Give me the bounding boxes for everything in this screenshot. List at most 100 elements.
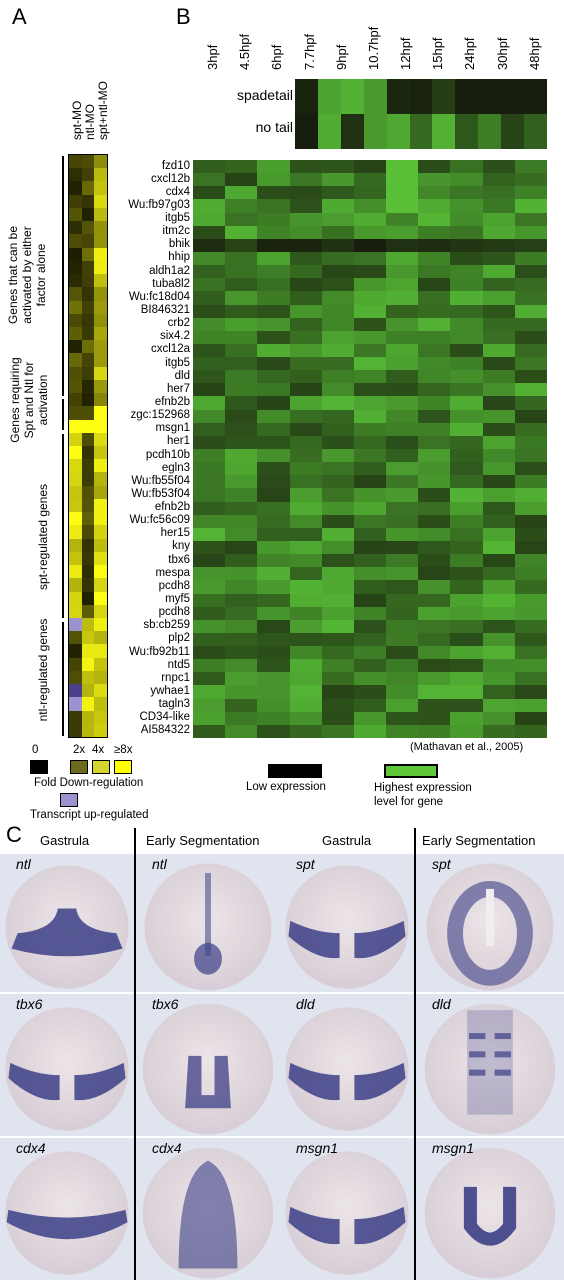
- panel-b-cell: [257, 383, 290, 397]
- col-header-ntl-mo: ntl-MO: [83, 104, 97, 140]
- panel-b-cell: [386, 646, 419, 660]
- panel-b-cell: [353, 632, 387, 647]
- timepoint-label: 4.5hpf: [237, 33, 253, 70]
- gene-label: her15: [160, 527, 190, 540]
- panel-b-cell: [225, 606, 258, 621]
- panel-b-cell: [386, 659, 419, 673]
- panel-a-cell: [69, 326, 82, 341]
- panel-b-cell: [225, 619, 258, 634]
- panel-b-cell: [450, 304, 483, 318]
- panel-b-cell: [321, 199, 355, 213]
- panel-b-cell: [321, 238, 355, 253]
- panel-b-cell: [482, 291, 516, 305]
- embryo-image: msgn1: [416, 1138, 564, 1280]
- panel-a-cell: [94, 459, 107, 473]
- panel-b-cell: [514, 698, 548, 712]
- panel-b-cell: [225, 672, 258, 686]
- panel-b-top-cell: [524, 114, 548, 149]
- panel-a-cell: [81, 472, 95, 486]
- panel-b-cell: [353, 212, 387, 226]
- panel-b-cell: [386, 383, 419, 397]
- panel-a-cell: [94, 472, 107, 486]
- panel-b-cell: [386, 488, 419, 502]
- gene-label: her7: [166, 382, 190, 395]
- embryo-image: ntl: [0, 854, 134, 992]
- panel-b-cell: [386, 251, 419, 266]
- legend-swatch-4x: [92, 760, 110, 774]
- panel-b-cell: [386, 225, 419, 240]
- panel-b-cell: [225, 330, 258, 345]
- panel-b-cell: [257, 554, 290, 568]
- panel-a-cell: [81, 340, 95, 354]
- panel-b-cell: [193, 304, 226, 318]
- panel-b-cell: [514, 160, 548, 174]
- panel-a-cell: [81, 631, 95, 645]
- panel-b-cell: [418, 409, 451, 423]
- panel-b-cell: [289, 265, 322, 279]
- panel-b-top-cell: [501, 114, 525, 149]
- panel-b-cell: [193, 370, 226, 384]
- panel-b-cell: [514, 422, 548, 437]
- panel-b-cell: [386, 435, 419, 450]
- gene-label: Wu:fc18d04: [128, 290, 190, 303]
- panel-b-cell: [321, 554, 355, 568]
- panel-b-cell: [225, 632, 258, 647]
- gene-label: pcdh8: [158, 579, 190, 592]
- panel-b-cell: [257, 291, 290, 305]
- panel-b-cell: [514, 475, 548, 489]
- stage-label-2: Early Segmentation: [146, 833, 260, 848]
- panel-b-cell: [193, 278, 226, 292]
- panel-a-cell: [69, 472, 82, 486]
- gene-label: efnb2b: [154, 395, 190, 408]
- panel-b-cell: [289, 173, 322, 187]
- embryo-gene-label: spt: [296, 856, 315, 872]
- panel-b-cell: [257, 659, 290, 673]
- panel-a-cell: [94, 498, 107, 513]
- group-bar-2: [62, 399, 64, 430]
- panel-b-cell: [257, 396, 290, 410]
- panel-b-cell: [193, 173, 226, 187]
- panel-b-cell: [225, 580, 258, 594]
- panel-b-cell: [418, 685, 451, 699]
- panel-b-cell: [418, 278, 451, 292]
- panel-b-cell: [482, 265, 516, 279]
- panel-b-cell: [482, 488, 516, 502]
- panel-b-cell: [482, 711, 516, 726]
- panel-b-cell: [289, 724, 322, 739]
- panel-a-cell: [69, 565, 82, 579]
- gene-label: Wu:fb55f04: [131, 474, 190, 487]
- panel-a-cell: [81, 644, 95, 658]
- panel-b-cell: [257, 685, 290, 699]
- panel-b-cell: [450, 251, 483, 266]
- panel-b-top-cell: [295, 79, 319, 114]
- panel-a-cell: [81, 723, 95, 738]
- panel-b-cell: [193, 540, 226, 555]
- panel-b-cell: [418, 370, 451, 384]
- panel-b-top-cell: [340, 79, 365, 114]
- panel-b-cell: [386, 160, 419, 174]
- panel-b-cell: [450, 173, 483, 187]
- panel-b-cell: [482, 698, 516, 712]
- panel-b-cell: [225, 251, 258, 266]
- panel-b-top-heatmap: [295, 79, 548, 149]
- gene-label: BI846321: [140, 304, 190, 316]
- embryo-gene-label: dld: [432, 996, 451, 1012]
- panel-b-cell: [321, 291, 355, 305]
- panel-b-cell: [514, 711, 548, 726]
- gene-label: crb2: [167, 317, 190, 330]
- panel-a-cell: [69, 604, 82, 619]
- panel-a-cell: [69, 260, 82, 275]
- panel-b-cell: [418, 475, 451, 489]
- panel-a-cell: [69, 168, 82, 182]
- embryo-gene-label: ntl: [152, 856, 167, 872]
- panel-b-cell: [450, 475, 483, 489]
- panel-b-cell: [450, 330, 483, 345]
- panel-b-cell: [193, 632, 226, 647]
- panel-b-cell: [257, 435, 290, 450]
- panel-b-cell: [257, 501, 290, 515]
- panel-b-cell: [225, 212, 258, 226]
- panel-b-cell: [450, 567, 483, 581]
- panel-b-cell: [353, 225, 387, 240]
- panel-b-cell: [514, 567, 548, 581]
- panel-b-cell: [321, 593, 355, 607]
